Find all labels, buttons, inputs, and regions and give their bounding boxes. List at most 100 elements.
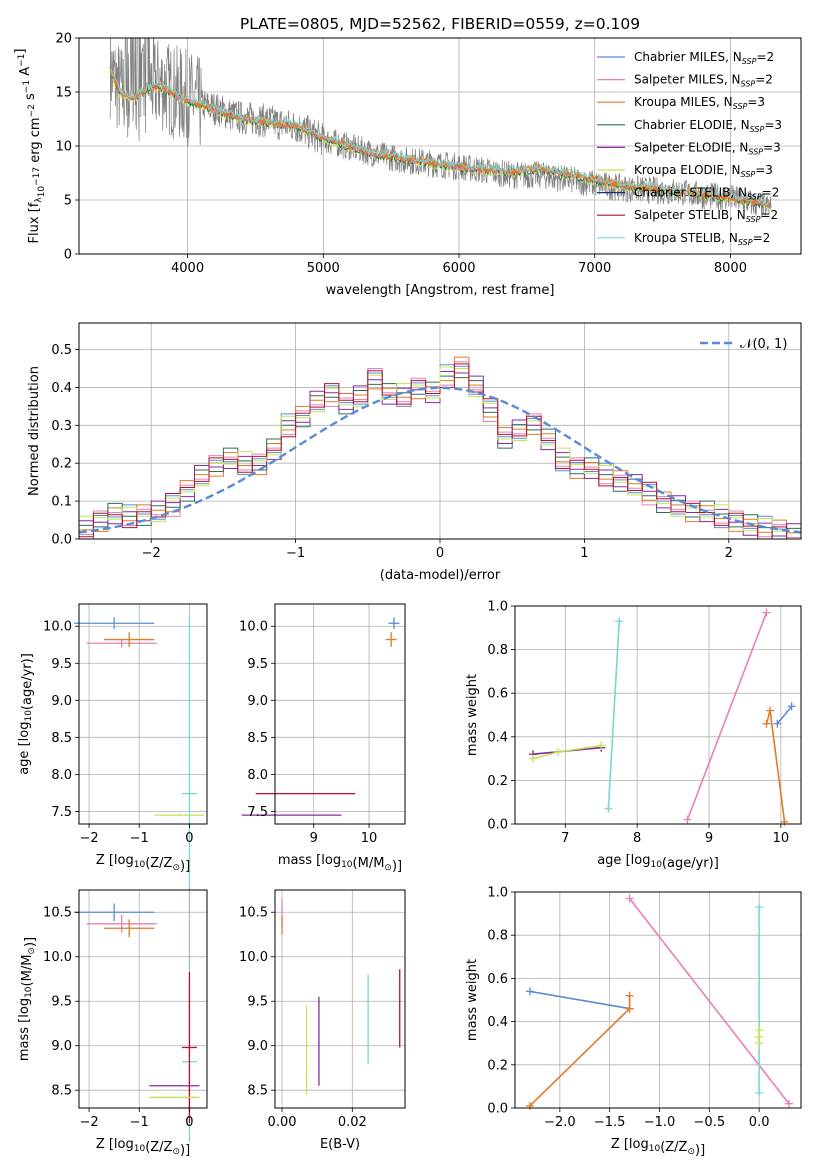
spectrum-xlabel: wavelength [Angstrom, rest frame]: [326, 283, 555, 298]
y-tick-label: 8.5: [247, 731, 268, 746]
weight-line: [607, 621, 620, 809]
y-tick-label: 0.8: [487, 929, 508, 944]
y-tick-label: 1.0: [487, 886, 508, 901]
x-tick-label: −2: [142, 546, 161, 561]
y-tick-label: 9.0: [51, 1039, 72, 1054]
axes-frame: [274, 603, 406, 825]
axes-frame: [78, 603, 208, 825]
y-tick-label: 0: [64, 248, 72, 263]
weight-point-marker: [615, 617, 624, 626]
weight-point-marker: [597, 741, 606, 750]
axes-frame: [514, 891, 802, 1109]
chart-spectrum: 4000 5000 6000 7000 8000 0 5 10 15 20 wavelength […: [13, 32, 802, 298]
y-tick-label: 0.3: [51, 419, 72, 434]
x-tick-label: 6000: [442, 261, 475, 276]
mass_vs_Z-xlabel: Z [log10(Z/Z⊙)]: [96, 1137, 190, 1158]
x-tick-label: 10: [773, 831, 790, 846]
legend-label: Kroupa MILES, NSSP=3: [634, 95, 765, 111]
y-tick-label: 0.2: [487, 774, 508, 789]
legend-label: Kroupa STELIB, NSSP=2: [634, 231, 770, 247]
x-tick-label: 0: [436, 546, 444, 561]
x-tick-label: −2: [79, 831, 98, 846]
weight-point-marker: [625, 991, 634, 1000]
y-tick-label: 10.0: [239, 620, 268, 635]
weight-point-marker: [785, 1099, 794, 1108]
chart-age-vs-Z: −2 −1 0 7.5 8.0 8.5 9.0 9.5 10.0 Z [log10(Z/Z⊙)] a…: [17, 603, 208, 972]
y-tick-label: 0.0: [487, 1102, 508, 1117]
spectrum-legend: Chabrier MILES, NSSP=2 Salpeter MILES, NS…: [597, 50, 782, 247]
y-tick-label: 10.5: [239, 906, 268, 921]
chart-weight-vs-Z: −2.0 −1.5 −1.0 −0.5 0.0 0.0 0.2 0.4 0.6 0.8 1.0 Z […: [465, 886, 802, 1158]
y-tick-label: 9.0: [247, 694, 268, 709]
x-tick-label: 7: [561, 831, 569, 846]
y-tick-label: 0.4: [487, 730, 508, 745]
y-tick-label: 0.6: [487, 687, 508, 702]
weight_vs_Z-xlabel: Z [log10(Z/Z⊙)]: [611, 1137, 705, 1158]
weight-point-marker: [625, 894, 634, 903]
residual-legend-label: 𝒩(0, 1): [740, 337, 787, 352]
y-tick-label: 9.0: [51, 694, 72, 709]
weight_vs_age-xlabel: age [log10(age/yr)]: [597, 853, 719, 871]
weight-line: [529, 990, 630, 1010]
x-tick-label: 0: [185, 831, 193, 846]
y-tick-label: 0.6: [487, 972, 508, 987]
spectrum-model-line: [109, 68, 771, 206]
axes-frame: [514, 605, 802, 825]
legend-label: Salpeter STELIB, NSSP=2: [634, 208, 778, 224]
weight-point-marker: [780, 817, 789, 826]
age_vs_Z-ylabel: age [log10(age/yr)]: [17, 653, 35, 775]
y-tick-label: 0.2: [51, 457, 72, 472]
x-tick-label: −1.5: [594, 1115, 626, 1130]
x-tick-label: 4000: [171, 261, 204, 276]
y-tick-label: 8.5: [247, 1084, 268, 1099]
x-tick-label: 1: [580, 546, 588, 561]
chart-weight-vs-age: 7 8 9 10 0.0 0.2 0.4 0.6 0.8 1.0 age [log10(age/yr…: [465, 600, 802, 871]
chart-mass-vs-Z: −2 −1 0 8.5 9.0 9.5 10.0 10.5 Z [log10(Z/Z⊙)] mas…: [17, 889, 208, 1158]
x-tick-label: 10: [361, 831, 378, 846]
weight-point-marker: [554, 748, 563, 757]
y-tick-label: 0.2: [487, 1058, 508, 1073]
legend-label: Chabrier MILES, NSSP=2: [634, 50, 774, 66]
y-tick-label: 0.5: [51, 343, 72, 358]
weight-point-marker: [773, 719, 782, 728]
mass_vs_EBV-xlabel: E(B-V): [320, 1137, 360, 1152]
weight-line: [532, 744, 602, 760]
gaussian-curve: [78, 386, 802, 534]
mass_vs_Z-ylabel: mass [log10(M/M⊙)]: [17, 937, 38, 1061]
weight-point-marker: [787, 702, 796, 711]
y-tick-label: 0.1: [51, 495, 72, 510]
weight-point-marker: [766, 706, 775, 715]
spectrum-lines: [109, 38, 772, 218]
y-tick-label: 0.8: [487, 643, 508, 658]
x-tick-label: 9: [705, 831, 713, 846]
weight-point-marker: [762, 608, 771, 617]
x-tick-label: 0.0: [749, 1115, 770, 1130]
residual-histogram-step: [79, 363, 801, 540]
y-tick-label: 7.5: [247, 805, 268, 820]
weight-line: [776, 705, 793, 725]
y-tick-label: 9.5: [51, 657, 72, 672]
weight_vs_age-ylabel: mass weight: [465, 674, 480, 756]
weight-line: [628, 898, 790, 1105]
x-tick-label: −2: [79, 1115, 98, 1130]
legend-label: Chabrier ELODIE, NSSP=3: [634, 118, 782, 134]
weight_vs_Z-ylabel: mass weight: [465, 959, 480, 1041]
weight-point-marker: [604, 804, 613, 813]
y-tick-label: 0.0: [51, 533, 72, 548]
weight-point-marker: [528, 754, 537, 763]
y-tick-label: 8.0: [51, 768, 72, 783]
y-tick-label: 8.5: [51, 731, 72, 746]
residual-xlabel: (data-model)/error: [380, 568, 501, 583]
residual-ylabel: Normed distribution: [27, 366, 42, 496]
y-tick-label: 0.0: [487, 818, 508, 833]
weight-point-marker: [755, 1026, 764, 1035]
y-tick-label: 9.0: [247, 1039, 268, 1054]
y-tick-label: 10.5: [43, 906, 72, 921]
spectrum-ylabel: Flux [fλ10−17 erg cm−2 s−1 A−1]: [13, 49, 47, 244]
weight-point-marker: [755, 903, 764, 912]
y-tick-label: 9.5: [247, 995, 268, 1010]
x-tick-label: 8: [633, 831, 641, 846]
y-tick-label: 10.0: [239, 950, 268, 965]
